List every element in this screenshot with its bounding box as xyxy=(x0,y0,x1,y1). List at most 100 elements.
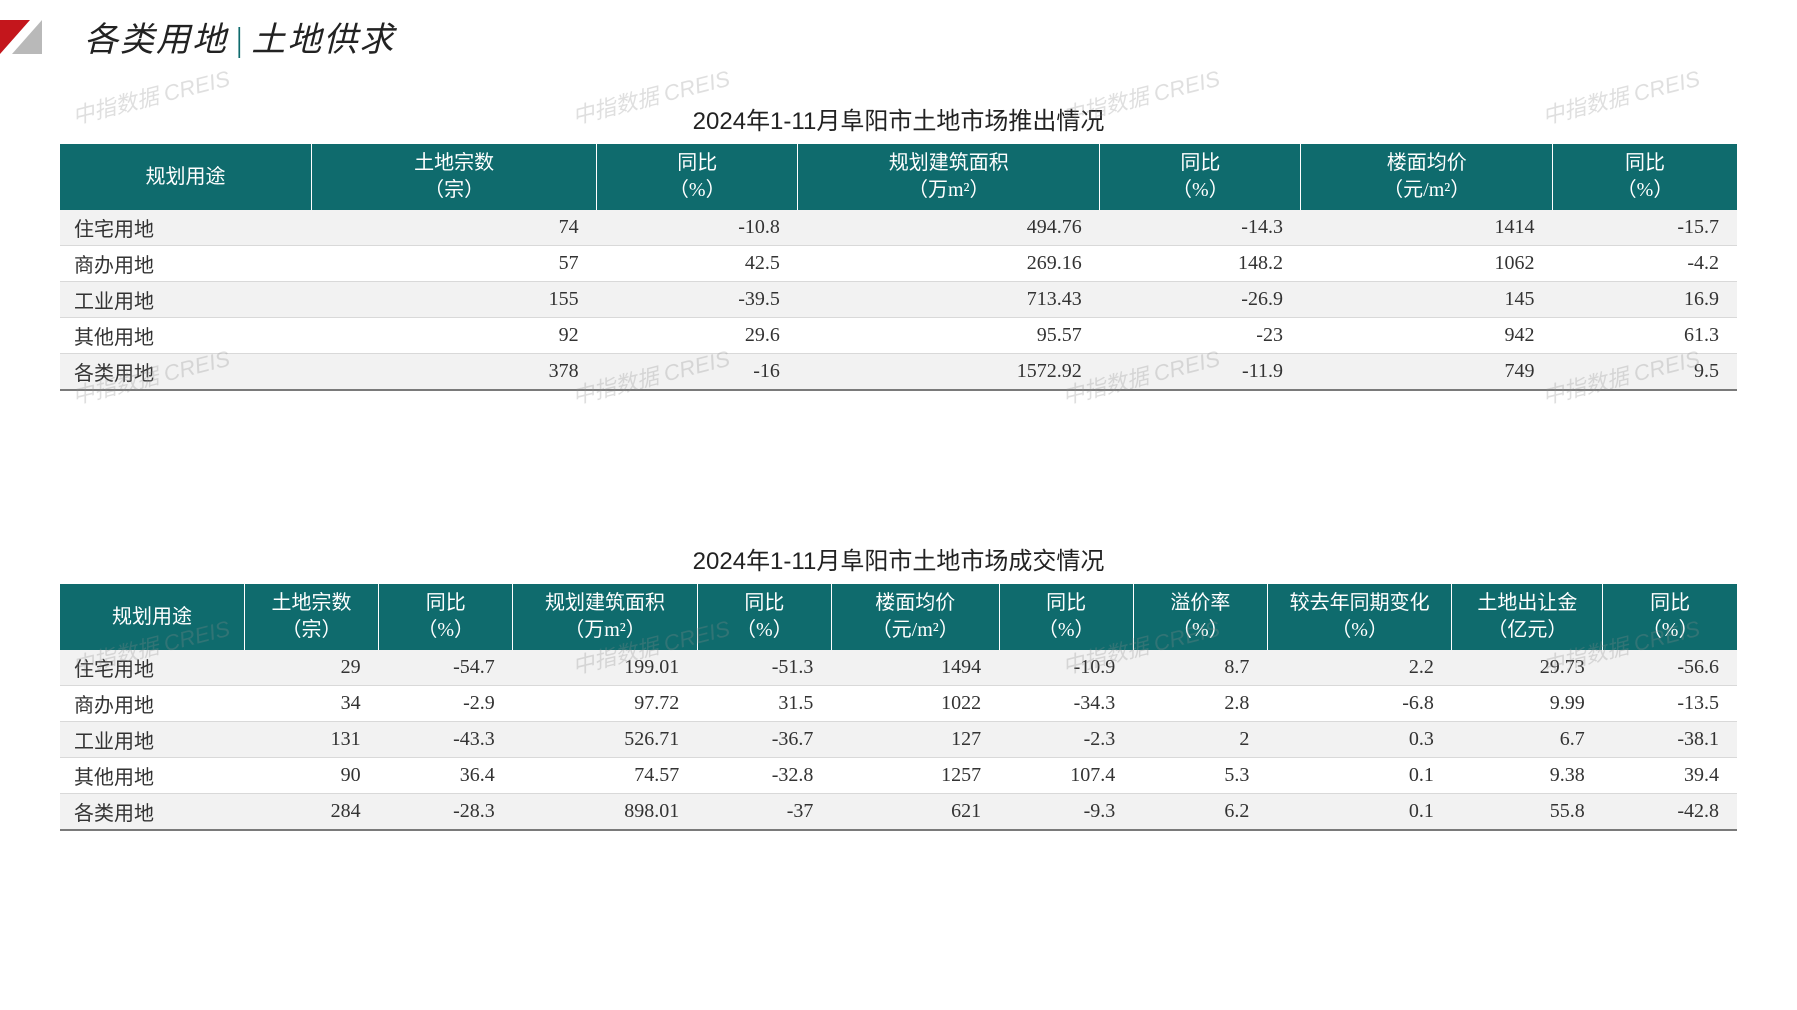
data-cell: -38.1 xyxy=(1603,722,1737,758)
row-label: 各类用地 xyxy=(60,354,312,391)
table-row: 各类用地284-28.3898.01-37621-9.36.20.155.8-4… xyxy=(60,794,1737,831)
data-cell: 749 xyxy=(1301,354,1553,391)
row-label: 商办用地 xyxy=(60,686,244,722)
column-header: 规划用途 xyxy=(60,584,244,650)
data-cell: 127 xyxy=(831,722,999,758)
data-cell: 1257 xyxy=(831,758,999,794)
data-cell: 61.3 xyxy=(1553,318,1738,354)
data-cell: 34 xyxy=(244,686,378,722)
column-header: 同比（%） xyxy=(1553,144,1738,210)
data-cell: -34.3 xyxy=(999,686,1133,722)
data-cell: 2.2 xyxy=(1267,650,1451,686)
data-cell: -36.7 xyxy=(697,722,831,758)
data-cell: 713.43 xyxy=(798,282,1100,318)
data-cell: 378 xyxy=(312,354,597,391)
table-row: 商办用地34-2.997.7231.51022-34.32.8-6.89.99-… xyxy=(60,686,1737,722)
data-cell: 31.5 xyxy=(697,686,831,722)
data-cell: 526.71 xyxy=(513,722,697,758)
data-cell: 9.5 xyxy=(1553,354,1738,391)
row-label: 工业用地 xyxy=(60,282,312,318)
data-cell: 5.3 xyxy=(1133,758,1267,794)
data-cell: -26.9 xyxy=(1100,282,1301,318)
row-label: 其他用地 xyxy=(60,318,312,354)
column-header: 同比（%） xyxy=(597,144,798,210)
data-cell: 8.7 xyxy=(1133,650,1267,686)
table2-header-row: 规划用途土地宗数（宗）同比（%）规划建筑面积（万m²）同比（%）楼面均价（元/m… xyxy=(60,584,1737,650)
table2-title: 2024年1-11月阜阳市土地市场成交情况 xyxy=(60,541,1737,576)
table-row: 各类用地378-161572.92-11.97499.5 xyxy=(60,354,1737,391)
data-cell: -15.7 xyxy=(1553,210,1738,246)
table-row: 工业用地131-43.3526.71-36.7127-2.320.36.7-38… xyxy=(60,722,1737,758)
data-cell: -2.3 xyxy=(999,722,1133,758)
data-cell: -14.3 xyxy=(1100,210,1301,246)
data-cell: -28.3 xyxy=(379,794,513,831)
data-cell: 55.8 xyxy=(1452,794,1603,831)
data-cell: 2 xyxy=(1133,722,1267,758)
data-cell: -42.8 xyxy=(1603,794,1737,831)
column-header: 同比（%） xyxy=(379,584,513,650)
data-cell: 494.76 xyxy=(798,210,1100,246)
row-label: 住宅用地 xyxy=(60,650,244,686)
table-row: 住宅用地29-54.7199.01-51.31494-10.98.72.229.… xyxy=(60,650,1737,686)
table-row: 其他用地9036.474.57-32.81257107.45.30.19.383… xyxy=(60,758,1737,794)
data-cell: 6.7 xyxy=(1452,722,1603,758)
data-cell: 9.38 xyxy=(1452,758,1603,794)
data-cell: 57 xyxy=(312,246,597,282)
data-cell: -23 xyxy=(1100,318,1301,354)
data-cell: 92 xyxy=(312,318,597,354)
data-cell: 148.2 xyxy=(1100,246,1301,282)
data-cell: -6.8 xyxy=(1267,686,1451,722)
data-cell: -56.6 xyxy=(1603,650,1737,686)
row-label: 商办用地 xyxy=(60,246,312,282)
table-row: 工业用地155-39.5713.43-26.914516.9 xyxy=(60,282,1737,318)
row-label: 住宅用地 xyxy=(60,210,312,246)
column-header: 楼面均价（元/m²） xyxy=(1301,144,1553,210)
column-header: 规划用途 xyxy=(60,144,312,210)
data-cell: 942 xyxy=(1301,318,1553,354)
data-cell: 898.01 xyxy=(513,794,697,831)
data-cell: -16 xyxy=(597,354,798,391)
data-cell: 0.3 xyxy=(1267,722,1451,758)
data-cell: -37 xyxy=(697,794,831,831)
data-cell: 1062 xyxy=(1301,246,1553,282)
data-cell: 90 xyxy=(244,758,378,794)
data-cell: 29.73 xyxy=(1452,650,1603,686)
table-transaction: 规划用途土地宗数（宗）同比（%）规划建筑面积（万m²）同比（%）楼面均价（元/m… xyxy=(60,584,1737,831)
table-supply: 规划用途土地宗数（宗）同比（%）规划建筑面积（万m²）同比（%）楼面均价（元/m… xyxy=(60,144,1737,391)
row-label: 工业用地 xyxy=(60,722,244,758)
data-cell: 95.57 xyxy=(798,318,1100,354)
column-header: 规划建筑面积（万m²） xyxy=(513,584,697,650)
data-cell: 74.57 xyxy=(513,758,697,794)
data-cell: 36.4 xyxy=(379,758,513,794)
table-row: 其他用地9229.695.57-2394261.3 xyxy=(60,318,1737,354)
data-cell: -54.7 xyxy=(379,650,513,686)
data-cell: 29 xyxy=(244,650,378,686)
data-cell: -10.8 xyxy=(597,210,798,246)
data-cell: 1022 xyxy=(831,686,999,722)
data-cell: 155 xyxy=(312,282,597,318)
title-left: 各类用地 xyxy=(84,22,228,59)
data-cell: -51.3 xyxy=(697,650,831,686)
data-cell: 107.4 xyxy=(999,758,1133,794)
row-label: 其他用地 xyxy=(60,758,244,794)
column-header: 同比（%） xyxy=(1100,144,1301,210)
column-header: 土地宗数（宗） xyxy=(244,584,378,650)
column-header: 规划建筑面积（万m²） xyxy=(798,144,1100,210)
data-cell: 269.16 xyxy=(798,246,1100,282)
data-cell: 29.6 xyxy=(597,318,798,354)
column-header: 溢价率（%） xyxy=(1133,584,1267,650)
data-cell: 199.01 xyxy=(513,650,697,686)
data-cell: -2.9 xyxy=(379,686,513,722)
data-cell: 39.4 xyxy=(1603,758,1737,794)
data-cell: 9.99 xyxy=(1452,686,1603,722)
data-cell: -9.3 xyxy=(999,794,1133,831)
data-cell: 16.9 xyxy=(1553,282,1738,318)
column-header: 土地宗数（宗） xyxy=(312,144,597,210)
data-cell: 1494 xyxy=(831,650,999,686)
table-row: 住宅用地74-10.8494.76-14.31414-15.7 xyxy=(60,210,1737,246)
column-header: 同比（%） xyxy=(1603,584,1737,650)
data-cell: -10.9 xyxy=(999,650,1133,686)
page-title: 各类用地|土地供求 xyxy=(84,12,395,61)
data-cell: 131 xyxy=(244,722,378,758)
data-cell: 42.5 xyxy=(597,246,798,282)
